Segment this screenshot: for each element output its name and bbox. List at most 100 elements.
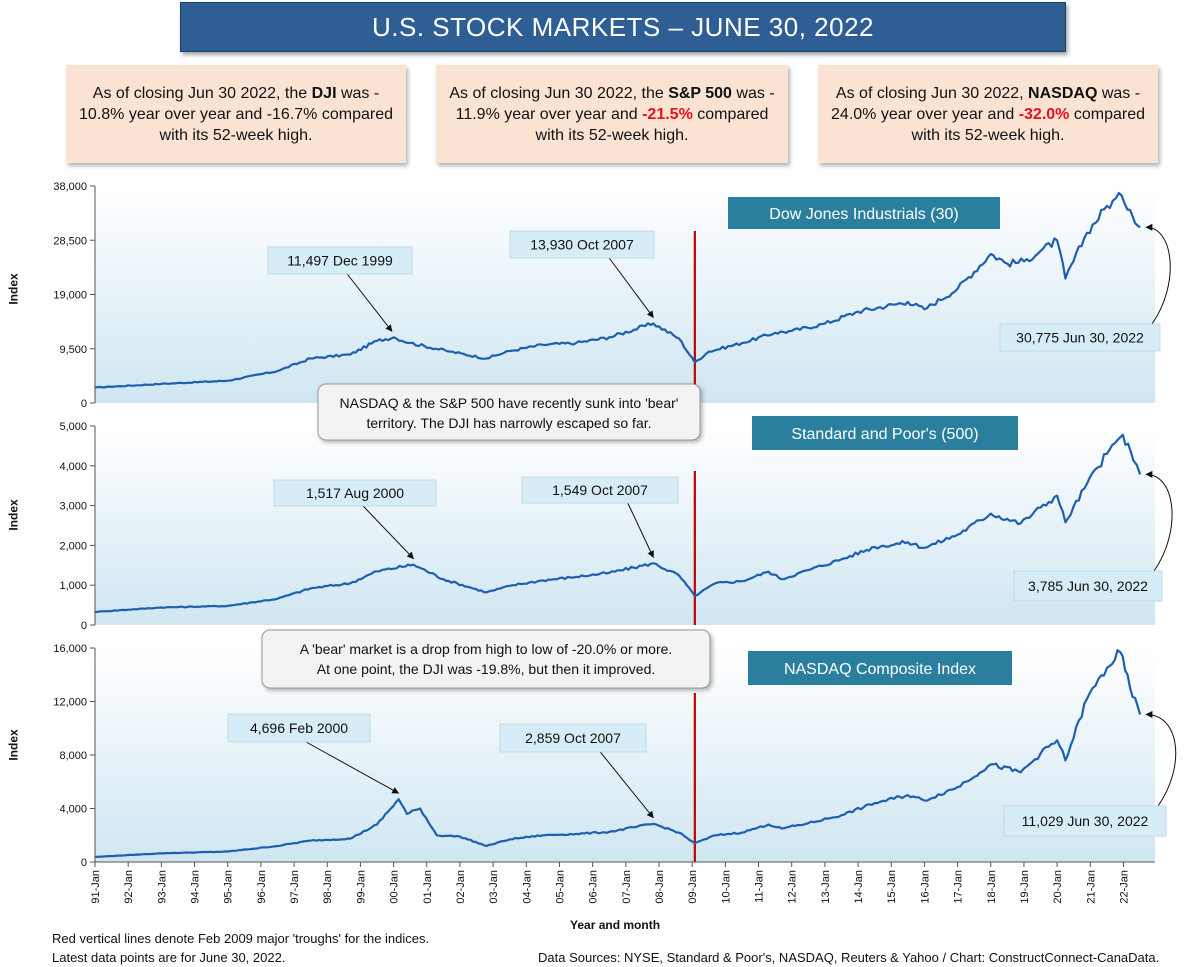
x-tick-label: 08-Jan — [654, 870, 666, 904]
callout-text: At one point, the DJI was -19.8%, but th… — [317, 661, 656, 677]
x-tick-label: 14-Jan — [853, 870, 865, 904]
y-tick-label: 3,000 — [59, 501, 87, 513]
data-label-box — [267, 246, 413, 275]
data-label-box — [1013, 570, 1163, 602]
y-tick-label: 4,000 — [59, 461, 87, 473]
x-tick-label: 22-Jan — [1118, 870, 1130, 904]
y-tick-label: 0 — [81, 620, 87, 632]
y-axis-label-sp500: Index — [6, 499, 21, 531]
series-title: Dow Jones Industrials (30) — [769, 206, 958, 223]
dji-note: As of closing Jun 30 2022, the DJI was -… — [66, 65, 406, 163]
sp500-note: As of closing Jun 30 2022, the S&P 500 w… — [436, 65, 788, 163]
x-tick-label: 09-Jan — [687, 870, 699, 904]
data-label: 2,859 Oct 2007 — [525, 730, 621, 746]
footer-left: Red vertical lines denote Feb 2009 major… — [52, 929, 429, 967]
y-axis-label-dji: Index — [6, 273, 21, 305]
nasdaq-note: As of closing Jun 30 2022, NASDAQ was - … — [818, 65, 1158, 163]
label-arrow — [1145, 470, 1173, 572]
x-tick-label: 01-Jan — [422, 870, 434, 904]
label-arrow — [305, 741, 400, 794]
x-tick-label: 17-Jan — [953, 870, 965, 904]
x-tick-label: 02-Jan — [455, 870, 467, 904]
data-label: 13,930 Oct 2007 — [530, 237, 634, 253]
footer-sources: Data Sources: NYSE, Standard & Poor's, N… — [538, 950, 1160, 965]
footer-note-latest: Latest data points are for June 30, 2022… — [52, 950, 286, 965]
y-tick-label: 38,000 — [53, 181, 87, 193]
x-tick-label: 99-Jan — [355, 870, 367, 904]
x-tick-label: 10-Jan — [720, 870, 732, 904]
series-title-box — [748, 651, 1012, 685]
y-tick-label: 5,000 — [59, 421, 87, 433]
stock-charts: 38,000 28,500 19,000 9,500 0 5,000 4,000 3,000 2… — [53, 181, 1177, 904]
x-tick-label: 11-Jan — [754, 870, 766, 903]
label-arrow — [627, 502, 654, 558]
data-label-box — [999, 323, 1161, 352]
y-tick-label: 19,000 — [53, 290, 87, 302]
series-line — [95, 433, 1142, 613]
series-title-box — [752, 416, 1018, 450]
label-arrow — [608, 257, 654, 319]
x-tick-label: 18-Jan — [986, 870, 998, 904]
x-axis-title: Year and month — [570, 918, 661, 932]
data-label: 1,517 Aug 2000 — [306, 485, 404, 501]
callout-box — [317, 383, 701, 441]
x-tick-label: 05-Jan — [554, 870, 566, 904]
callout-box — [261, 629, 711, 689]
y-tick-label: 9,500 — [59, 344, 87, 356]
x-tick-label: 00-Jan — [389, 870, 401, 904]
data-label: 4,696 Feb 2000 — [250, 720, 348, 736]
series-title: NASDAQ Composite Index — [784, 661, 976, 678]
label-arrow — [1145, 710, 1177, 807]
x-tick-label: 93-Jan — [156, 870, 168, 904]
footer-note-troughs: Red vertical lines denote Feb 2009 major… — [52, 931, 430, 946]
label-arrow — [1145, 223, 1171, 325]
x-tick-label: 15-Jan — [886, 870, 898, 904]
callout-text: NASDAQ & the S&P 500 have recently sunk … — [340, 395, 679, 411]
x-tick-label: 07-Jan — [621, 870, 633, 904]
y-tick-label: 28,500 — [53, 235, 87, 247]
series-title-box — [728, 197, 1000, 229]
data-label: 11,029 Jun 30, 2022 — [1022, 813, 1149, 829]
data-label-box — [1003, 805, 1167, 837]
x-tick-label: 19-Jan — [1019, 870, 1031, 904]
y-tick-label: 16,000 — [53, 643, 87, 655]
data-label: 3,785 Jun 30, 2022 — [1028, 578, 1148, 594]
data-label-box — [509, 230, 655, 259]
y-tick-label: 1,000 — [59, 580, 87, 592]
x-tick-label: 91-Jan — [90, 870, 102, 904]
data-label-box — [499, 723, 647, 753]
x-tick-label: 96-Jan — [256, 870, 268, 904]
y-tick-label: 4,000 — [59, 804, 87, 816]
data-label-box — [521, 476, 679, 504]
x-tick-label: 21-Jan — [1085, 870, 1097, 904]
series-line — [94, 649, 1142, 858]
x-tick-label: 03-Jan — [488, 870, 500, 904]
y-tick-label: 0 — [81, 857, 87, 869]
y-axis-label-nasdaq: Index — [6, 729, 21, 761]
y-tick-label: 2,000 — [59, 540, 87, 552]
plot-area — [95, 426, 1155, 625]
series-line — [94, 191, 1141, 389]
data-label: 30,775 Jun 30, 2022 — [1016, 330, 1144, 346]
x-tick-label: 16-Jan — [919, 870, 931, 904]
label-arrow — [362, 505, 414, 560]
data-label-box — [227, 713, 371, 743]
data-label-box — [273, 479, 437, 507]
x-tick-label: 13-Jan — [820, 870, 832, 904]
x-tick-label: 06-Jan — [588, 870, 600, 904]
label-arrow — [599, 751, 654, 819]
y-tick-label: 12,000 — [53, 697, 87, 709]
y-tick-label: 0 — [81, 398, 87, 410]
x-tick-label: 04-Jan — [521, 870, 533, 904]
x-tick-label: 12-Jan — [787, 870, 799, 904]
callout-text: territory. The DJI has narrowly escaped … — [366, 415, 651, 431]
y-tick-label: 8,000 — [59, 750, 87, 762]
x-tick-label: 97-Jan — [289, 870, 301, 904]
x-tick-label: 20-Jan — [1052, 870, 1064, 904]
label-arrow — [346, 273, 393, 332]
x-tick-label: 92-Jan — [123, 870, 135, 904]
x-tick-label: 94-Jan — [190, 870, 202, 904]
callout-text: A 'bear' market is a drop from high to l… — [300, 641, 673, 657]
data-label: 11,497 Dec 1999 — [287, 253, 393, 269]
x-tick-label: 95-Jan — [223, 870, 235, 904]
